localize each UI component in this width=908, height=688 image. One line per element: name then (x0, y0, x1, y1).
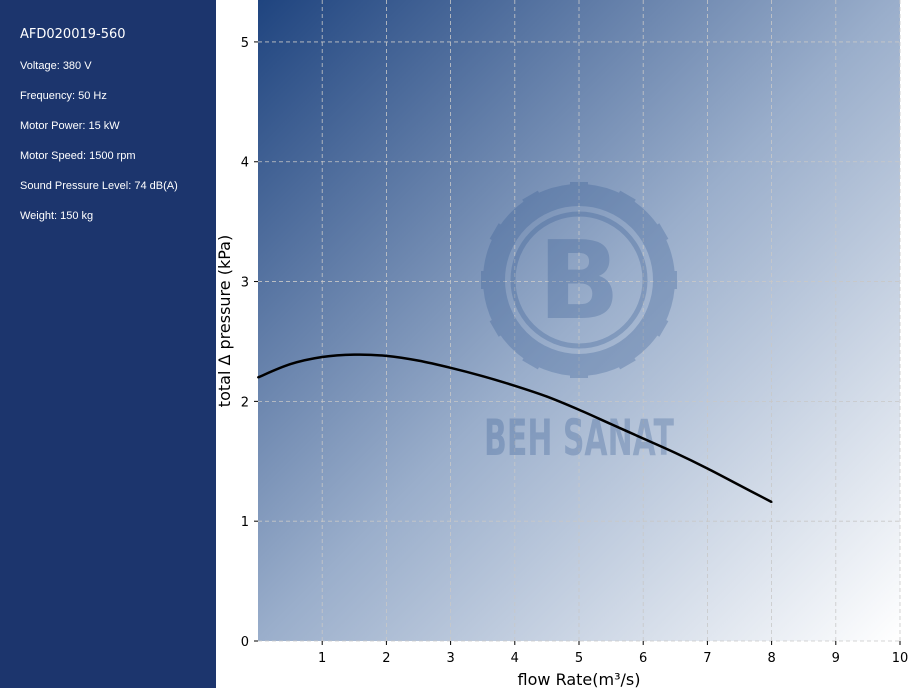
gear-teeth-icon (481, 182, 677, 378)
x-tick-label: 10 (892, 651, 908, 666)
data-point (353, 353, 356, 356)
data-point (257, 376, 259, 379)
gear-ring (483, 184, 675, 376)
gear-tooth (522, 344, 547, 370)
x-tick-label: 9 (832, 651, 840, 666)
gear-tooth (611, 190, 636, 216)
x-tick-label: 4 (511, 651, 519, 666)
x-tick-label: 7 (703, 651, 711, 666)
data-point (449, 366, 452, 369)
data-point (385, 354, 388, 357)
gear-tooth (489, 223, 515, 248)
data-point (513, 384, 516, 387)
data-point (289, 363, 292, 366)
series-points (257, 353, 773, 504)
spec-motor-power: Motor Power: 15 kW (20, 120, 120, 132)
spec-frequency: Frequency: 50 Hz (20, 90, 107, 102)
data-point (642, 437, 645, 440)
spec-motor-speed: Motor Speed: 1500 rpm (20, 150, 136, 162)
data-point (674, 451, 677, 454)
watermark-text: BEH SANAT (484, 409, 674, 467)
gear-inner-ring (510, 211, 648, 349)
y-tick-label: 1 (241, 515, 249, 530)
data-point (578, 408, 580, 411)
data-point (481, 375, 484, 378)
grid-lines (258, 0, 901, 642)
axis-ticks: 1 2 3 4 5 6 7 8 9 10 0 1 2 3 4 5 (241, 36, 908, 666)
beh-sanat-watermark: B BEH SANAT (481, 182, 677, 467)
gear-tooth (659, 271, 677, 289)
model-name: AFD020019-560 (20, 27, 126, 42)
watermark-letter: B (538, 219, 620, 344)
spec-weight: Weight: 150 kg (20, 210, 94, 222)
gear-tooth (522, 190, 547, 216)
x-tick-label: 8 (767, 651, 775, 666)
spec-voltage: Voltage: 380 V (20, 60, 92, 72)
x-axis-label: flow Rate(m³/s) (518, 670, 641, 688)
x-tick-label: 1 (318, 651, 326, 666)
gear-tooth (643, 223, 669, 248)
gear-tooth (570, 182, 588, 200)
gear-tooth (481, 271, 499, 289)
data-point (321, 356, 324, 359)
spec-sidebar: AFD020019-560 Voltage: 380 V Frequency: … (0, 0, 216, 688)
spec-sound-pressure: Sound Pressure Level: 74 dB(A) (20, 180, 178, 192)
x-tick-label: 3 (446, 651, 454, 666)
x-tick-label: 5 (575, 651, 583, 666)
data-point (738, 484, 741, 487)
data-point (417, 359, 420, 362)
x-tick-label: 2 (382, 651, 390, 666)
y-axis-label: total Δ pressure (kPa) (215, 235, 234, 407)
gear-tooth (643, 312, 669, 337)
data-point (610, 423, 613, 426)
y-tick-label: 2 (241, 395, 249, 410)
data-point (770, 501, 773, 504)
data-point (545, 395, 548, 398)
y-tick-label: 4 (241, 156, 249, 171)
y-tick-label: 3 (241, 276, 249, 291)
y-tick-label: 0 (241, 635, 249, 650)
gear-tooth (570, 360, 588, 378)
data-point (706, 467, 709, 470)
y-tick-label: 5 (241, 36, 249, 51)
gear-tooth (489, 312, 515, 337)
gear-tooth (611, 344, 636, 370)
x-tick-label: 6 (639, 651, 647, 666)
